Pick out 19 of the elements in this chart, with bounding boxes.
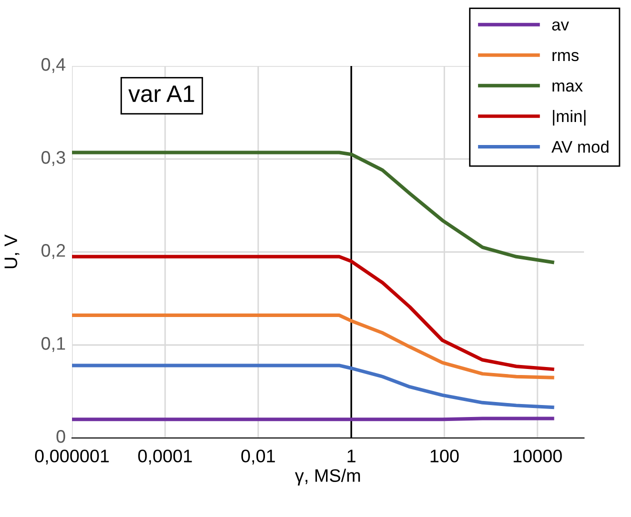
annotation: var A1 bbox=[128, 86, 194, 102]
legend-label: av bbox=[552, 21, 569, 31]
x-tick-label: 0,000001 bbox=[35, 450, 109, 465]
x-tick-label: 0,01 bbox=[241, 450, 275, 465]
x-tick-label: 10000 bbox=[514, 450, 562, 462]
y-tick-label: 0,2 bbox=[41, 244, 65, 259]
legend-label: max bbox=[552, 82, 583, 92]
x-tick-label: 0,0001 bbox=[138, 450, 192, 465]
y-tick-label: 0,4 bbox=[41, 58, 66, 73]
x-axis-title: γ, MS/m bbox=[294, 468, 360, 486]
y-axis-title: U, V bbox=[4, 234, 20, 268]
y-tick-label: 0,3 bbox=[41, 151, 66, 166]
y-tick-label: 0 bbox=[56, 430, 66, 443]
y-tick-label: 0,1 bbox=[41, 337, 65, 352]
x-tick-label: 1 bbox=[348, 450, 356, 462]
x-tick-label: 100 bbox=[430, 450, 459, 462]
legend-label: AV mod bbox=[551, 140, 608, 153]
legend-label: rms bbox=[552, 52, 579, 62]
legend-label: |min| bbox=[552, 110, 586, 126]
